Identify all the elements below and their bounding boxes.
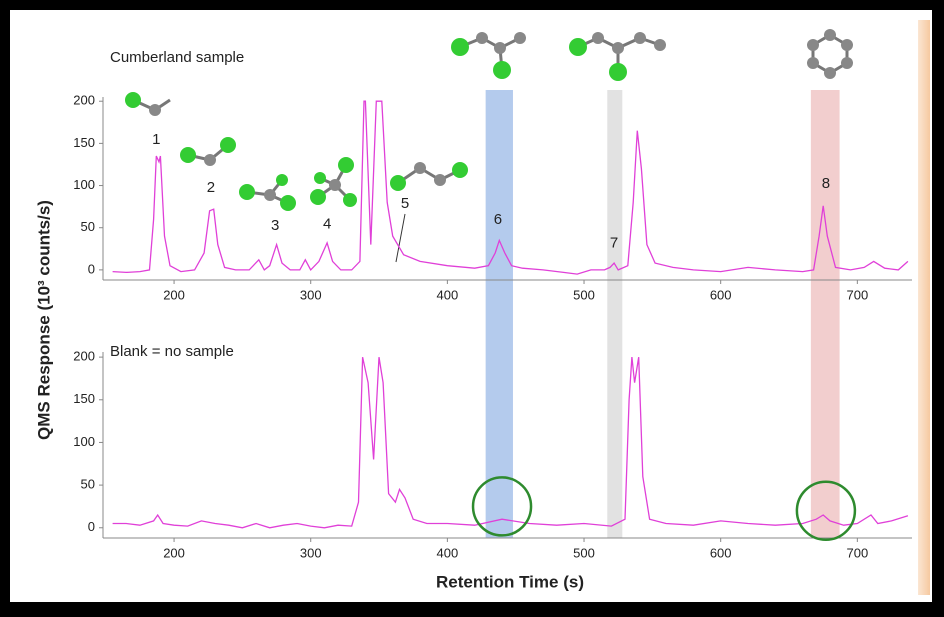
peak-label: 8 (822, 175, 830, 192)
x-tick-label: 700 (846, 287, 868, 302)
chart: Cumberland sample Blank = no sample QMS … (0, 0, 944, 617)
x-tick-label: 200 (163, 287, 185, 302)
x-tick-label: 700 (846, 545, 868, 560)
x-tick-label: 400 (437, 287, 459, 302)
x-tick-label: 200 (163, 545, 185, 560)
y-tick-label: 150 (73, 391, 95, 406)
y-tick-label: 100 (73, 177, 95, 192)
highlight-band (607, 90, 622, 538)
peak-label: 7 (610, 235, 618, 252)
y-tick-label: 200 (73, 93, 95, 108)
x-tick-label: 400 (437, 545, 459, 560)
y-axis-label: QMS Response (10³ counts/s) (34, 200, 53, 440)
x-tick-label: 500 (573, 545, 595, 560)
y-tick-label: 50 (81, 219, 95, 234)
x-tick-label: 600 (710, 287, 732, 302)
page: Cumberland sample Blank = no sample QMS … (0, 0, 944, 617)
y-tick-label: 150 (73, 135, 95, 150)
x-tick-label: 300 (300, 545, 322, 560)
peak-label: 3 (271, 217, 279, 234)
y-tick-label: 200 (73, 349, 95, 364)
y-tick-label: 100 (73, 434, 95, 449)
highlight-band (486, 90, 513, 538)
y-tick-label: 0 (88, 519, 95, 534)
edge-stripe (918, 20, 930, 595)
peak-label: 2 (207, 179, 215, 196)
panel (10, 10, 932, 602)
y-tick-label: 50 (81, 477, 95, 492)
chart-title: Blank = no sample (110, 343, 234, 360)
y-tick-label: 0 (88, 261, 95, 276)
x-tick-label: 600 (710, 545, 732, 560)
peak-label: 5 (401, 195, 409, 212)
peak-label: 4 (323, 215, 331, 232)
peak-label: 6 (494, 211, 502, 228)
x-axis-label: Retention Time (s) (436, 572, 584, 591)
highlight-band (811, 90, 840, 538)
x-tick-label: 500 (573, 287, 595, 302)
chart-title: Cumberland sample (110, 49, 244, 66)
x-tick-label: 300 (300, 287, 322, 302)
peak-label: 1 (152, 131, 160, 148)
